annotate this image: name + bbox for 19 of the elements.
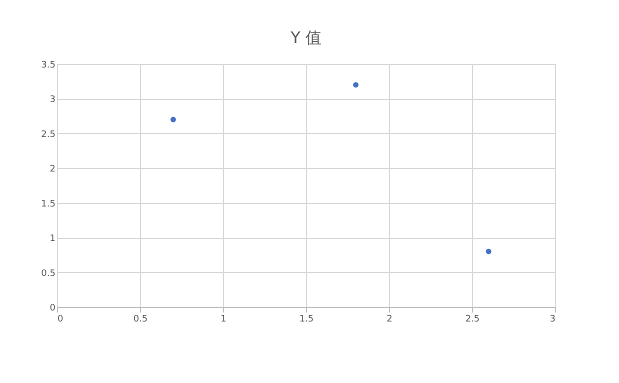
x-tick-label: 1.5	[299, 314, 314, 324]
point	[170, 116, 176, 122]
x-tick-label: 0.5	[133, 314, 148, 324]
x-tick-label: 2.5	[465, 314, 480, 324]
x-tick-label: 2	[386, 314, 392, 324]
y-tick-label: 3.5	[41, 60, 56, 70]
y-tick-label: 2.5	[41, 130, 56, 140]
y-tick-label: 1.5	[41, 199, 56, 210]
y-tick-label: 2	[50, 164, 56, 175]
y-tick-label: 0.5	[41, 268, 56, 279]
x-tick-label: 3	[550, 314, 556, 324]
y-tick-label: 0	[50, 304, 56, 314]
point	[353, 82, 359, 88]
x-tick-label: 1	[220, 314, 226, 324]
chart-title: Y 值	[290, 28, 322, 47]
y-tick-label: 3	[50, 95, 56, 106]
y-tick-label: 1	[50, 234, 56, 244]
point	[486, 248, 492, 254]
x-tick-label: 0	[58, 314, 64, 324]
